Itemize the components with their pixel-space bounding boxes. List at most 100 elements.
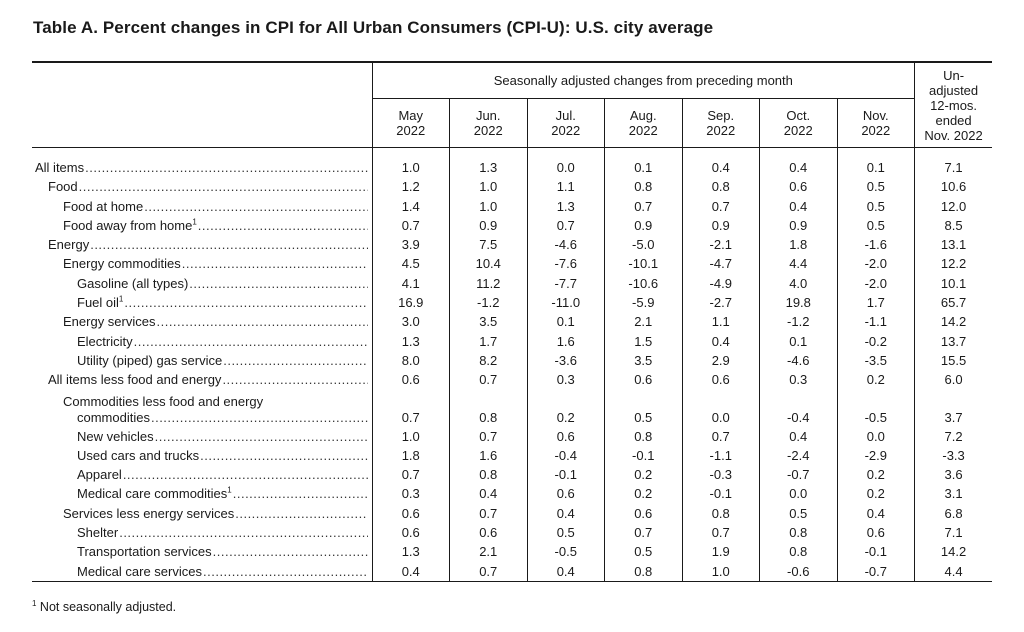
cpi-table: Seasonally adjusted changes from precedi… xyxy=(32,61,993,582)
row-label-line: Medical care services xyxy=(77,563,202,579)
monthly-value-cell: 4.4 xyxy=(759,254,838,274)
row-label-text: Services less energy services xyxy=(63,504,234,523)
monthly-value-cell: -4.6 xyxy=(759,350,838,371)
row-label-line: Energy xyxy=(48,237,90,253)
monthly-value-cell: 0.6 xyxy=(449,523,528,543)
row-label: Used cars and trucks xyxy=(32,445,373,466)
monthly-value-cell: 0.1 xyxy=(527,312,605,332)
monthly-value-cell: 11.2 xyxy=(449,273,528,294)
monthly-value-cell: 1.9 xyxy=(682,542,760,562)
monthly-value-cell: 0.4 xyxy=(682,331,760,351)
row-label-text: Shelter xyxy=(77,523,118,542)
row-label: Food xyxy=(32,177,373,197)
monthly-value-cell: -0.3 xyxy=(682,465,760,485)
leader-dots xyxy=(79,177,368,196)
monthly-value-cell: -1.1 xyxy=(837,312,916,332)
monthly-value-cell: 2.1 xyxy=(449,542,528,562)
annual-value-cell: 7.1 xyxy=(944,525,963,541)
monthly-value-cell: 0.7 xyxy=(372,215,450,236)
monthly-value-cell: 0.5 xyxy=(837,215,916,236)
annual-value-cell: 10.6 xyxy=(940,179,967,195)
footnote-marker: 1 xyxy=(32,598,37,608)
row-label-line: Apparel xyxy=(77,467,122,483)
monthly-value-cell: 1.0 xyxy=(372,158,450,178)
monthly-value-cell: -7.7 xyxy=(527,273,605,294)
row-label: Food at home xyxy=(32,196,373,216)
month-label: Nov. xyxy=(862,108,889,123)
annual-value-cell: 3.1 xyxy=(944,486,963,502)
row-label: Electricity xyxy=(32,331,373,351)
month-column-header: Sep. 2022 xyxy=(682,98,760,148)
row-label-line: Medical care commodities xyxy=(77,486,228,502)
table-row: Food at home1.41.01.30.70.70.40.512.0 xyxy=(32,196,992,216)
monthly-value-cell: 0.8 xyxy=(759,523,838,543)
monthly-value-cell: 0.0 xyxy=(682,389,760,427)
monthly-value-cell: -10.6 xyxy=(604,273,683,294)
monthly-value-cell: 1.7 xyxy=(449,331,528,351)
monthly-value-cell: 0.0 xyxy=(759,484,838,504)
monthly-value-cell: 0.7 xyxy=(527,215,605,236)
footnote-reference: 1 xyxy=(227,486,232,496)
row-label-line: Fuel oil xyxy=(77,295,119,311)
leader-dots xyxy=(203,562,368,581)
footnote-text: Not seasonally adjusted. xyxy=(36,600,177,614)
row-label-line: Electricity xyxy=(77,333,133,349)
year-label: 2022 xyxy=(473,123,503,138)
monthly-value-cell: 0.7 xyxy=(682,523,760,543)
monthly-value-cell: -2.0 xyxy=(837,254,916,274)
row-label-text: Food xyxy=(48,177,78,196)
row-label-text: Transportation services xyxy=(77,542,212,561)
monthly-value-cell: -7.6 xyxy=(527,254,605,274)
monthly-value-cell: 1.6 xyxy=(449,445,528,466)
monthly-value-cell: -1.2 xyxy=(449,293,528,313)
monthly-value-cell: 0.4 xyxy=(527,561,605,582)
monthly-value-cell: 0.7 xyxy=(604,523,683,543)
monthly-value-cell: -0.5 xyxy=(527,542,605,562)
monthly-value-cell: 8.2 xyxy=(449,350,528,371)
monthly-value-cell: 1.3 xyxy=(449,158,528,178)
monthly-value-cell: 0.8 xyxy=(604,177,683,197)
monthly-value-cell: 0.2 xyxy=(837,465,916,485)
monthly-value-cell: 0.9 xyxy=(604,215,683,236)
monthly-value-cell: -1.1 xyxy=(682,445,760,466)
month-label: May xyxy=(398,108,424,123)
monthly-value-cell: 2.9 xyxy=(682,350,760,371)
row-label: Medical care services xyxy=(32,561,373,582)
month-column-header: Aug. 2022 xyxy=(604,98,683,148)
leader-dots xyxy=(223,351,367,370)
row-label-text: Energy commodities xyxy=(63,254,181,273)
monthly-value-cell: 0.8 xyxy=(682,503,760,524)
row-label: New vehicles xyxy=(32,426,373,446)
monthly-value-cell: 0.7 xyxy=(449,561,528,582)
month-label: Oct. xyxy=(786,108,811,123)
monthly-value-cell: -2.7 xyxy=(682,293,760,313)
monthly-value-cell: 0.9 xyxy=(449,215,528,236)
spacer-cell xyxy=(604,147,683,158)
monthly-value-cell: -3.6 xyxy=(527,350,605,371)
monthly-value-cell: 0.7 xyxy=(372,389,450,427)
monthly-value-cell: 0.6 xyxy=(372,370,450,390)
month-label: Sep. xyxy=(707,108,735,123)
row-label: Commodities less food and energy commodit… xyxy=(32,389,373,427)
monthly-value-cell: 0.7 xyxy=(449,503,528,524)
row-label-text: Fuel oil1 xyxy=(77,293,123,312)
row-label-text: All items less food and energy xyxy=(48,370,221,389)
table-row: Used cars and trucks1.81.6-0.4-0.1-1.1-2… xyxy=(32,445,992,466)
monthly-value-cell: 0.0 xyxy=(527,158,605,178)
annual-value-cell: -3.3 xyxy=(942,447,965,463)
annual-value-cell: 3.6 xyxy=(944,467,963,483)
row-label-line: Food away from home xyxy=(63,217,193,233)
monthly-value-cell: 0.1 xyxy=(837,158,916,178)
row-label-line: Energy commodities xyxy=(63,256,181,272)
row-label-line: Utility (piped) gas service xyxy=(77,352,223,368)
leader-dots xyxy=(144,197,367,216)
table-row: Fuel oil1 16.9-1.2-11.0-5.9-2.719.81.7 65.… xyxy=(32,293,992,313)
annual-value-cell: 3.7 xyxy=(944,409,963,425)
annual-value-cell: 12.2 xyxy=(940,256,967,272)
monthly-value-cell: 0.7 xyxy=(449,370,528,390)
monthly-value-cell: 0.2 xyxy=(604,465,683,485)
monthly-value-cell: 1.2 xyxy=(372,177,450,197)
monthly-value-cell: 0.4 xyxy=(837,503,916,524)
row-label: Energy xyxy=(32,235,373,255)
table-row: Medical care commodities10.30.40.60.2-0.… xyxy=(32,484,992,504)
